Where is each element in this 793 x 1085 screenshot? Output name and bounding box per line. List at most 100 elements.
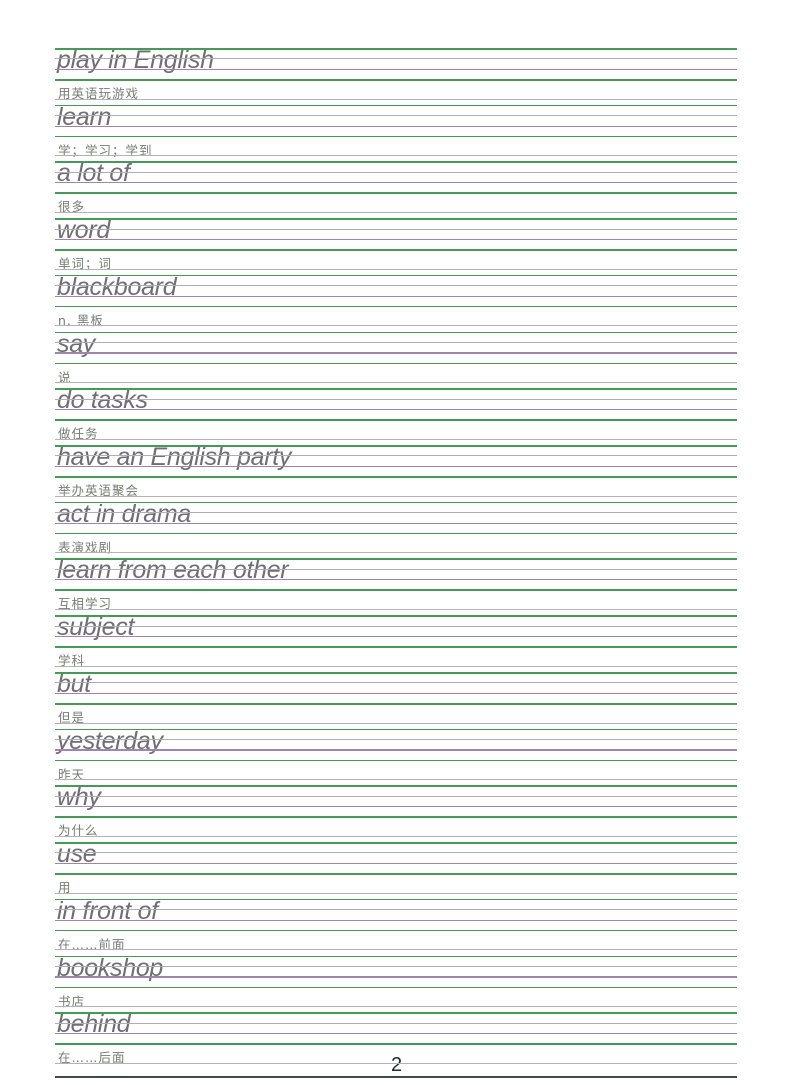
english-term: use [57,840,97,869]
english-term: act in drama [57,499,191,528]
guide-line-bottom [55,929,737,932]
guide-line-bottom [55,532,737,535]
english-term: word [57,216,110,245]
guide-line-top [55,671,737,674]
guide-line-top [55,842,737,844]
chinese-underline [55,1006,737,1008]
english-term: bookshop [57,953,164,982]
guide-line-top [55,388,737,390]
vocab-entry: a lot of 很多 [55,159,737,218]
chinese-underline [55,779,737,781]
vocab-entry: why 为什么 [55,783,737,842]
guide-line-bottom [55,79,737,81]
guide-line-bottom [55,419,737,421]
guide-line-xheight [55,1022,737,1024]
guide-line-baseline [55,692,737,694]
chinese-underline [55,495,737,497]
guide-line-bottom [55,702,737,705]
guide-line-xheight [55,682,737,684]
guide-line-top [55,785,737,787]
vocab-entry: play in English 用英语玩游戏 [55,46,737,105]
chinese-translation: 学科 [58,653,86,669]
guide-line-bottom [55,986,737,989]
chinese-underline [55,382,737,384]
guide-line-xheight [55,398,737,400]
guide-line-bottom [55,816,737,818]
chinese-underline [55,722,737,724]
english-term: say [57,329,96,358]
guide-line-xheight [55,115,737,117]
vocab-entry: subject 学科 [55,613,737,672]
vocab-entry: act in drama 表演戏剧 [55,499,737,559]
chinese-translation: 但是 [58,709,86,725]
english-term: play in English [57,46,214,74]
guide-line-bottom [55,305,737,308]
chinese-underline [55,835,737,837]
english-term: do tasks [57,386,148,415]
vocab-entry: do tasks 做任务 [55,386,737,445]
vocab-entry: use 用 [55,840,737,899]
english-term: blackboard [57,272,177,301]
vocab-entry: but 但是 [55,669,737,729]
guide-line-bottom [55,362,737,365]
english-term: in front of [57,896,158,925]
english-term: but [57,669,91,698]
guide-line-xheight [55,171,737,173]
guide-line-bottom [55,646,737,648]
guide-line-top [55,1012,737,1014]
chinese-underline [55,98,737,100]
guide-line-baseline [55,806,737,808]
chinese-underline [55,892,737,894]
page-bottom-border [55,1076,737,1079]
chinese-underline [55,325,737,327]
chinese-underline [55,949,737,951]
guide-line-xheight [55,795,737,797]
guide-line-baseline [55,238,737,241]
guide-line-baseline [55,182,737,184]
vocab-entry: learn from each other 互相学习 [55,556,737,615]
guide-line-top [55,104,737,107]
chinese-underline [55,438,737,440]
vocab-entry: learn 学；学习；学到 [55,102,737,162]
vocab-entry: word 单词；词 [55,216,737,275]
guide-line-baseline [55,862,737,865]
english-term: subject [57,613,135,642]
chinese-translation: 说 [58,369,72,385]
chinese-underline [55,155,737,157]
guide-line-top [55,331,737,334]
chinese-translation: 单词；词 [58,256,113,272]
chinese-translation: n. 黑板 [58,312,104,328]
guide-line-bottom [55,1043,737,1045]
vocab-entry: yesterday 昨天 [55,726,737,786]
guide-line-xheight [55,341,737,343]
english-term: have an English party [57,443,292,472]
guide-line-baseline [55,409,737,411]
guide-line-bottom [55,476,737,478]
english-term: learn [57,102,112,131]
english-term: yesterday [57,726,163,755]
guide-line-baseline [55,125,737,127]
page-number: 2 [390,1054,403,1076]
chinese-translation: 书店 [58,993,86,1009]
chinese-translation: 昨天 [58,766,86,782]
chinese-translation: 学；学习；学到 [58,142,153,158]
guide-line-baseline [55,1033,737,1035]
guide-line-baseline [55,635,737,638]
guide-line-bottom [55,192,737,195]
chinese-underline [55,609,737,611]
chinese-translation: 互相学习 [58,596,113,612]
chinese-translation: 在……前面 [58,936,126,952]
chinese-underline [55,212,737,214]
chinese-translation: 用英语玩游戏 [58,86,140,101]
english-term: a lot of [57,159,130,188]
chinese-translation: 在……后面 [58,1050,126,1066]
guide-line-top [55,218,737,220]
chinese-underline [55,552,737,554]
vocab-entry: say 说 [55,329,737,389]
chinese-translation: 表演戏剧 [58,539,113,555]
vocab-entry: in front of 在……前面 [55,896,737,956]
english-term: why [57,783,101,812]
chinese-underline [55,665,737,667]
chinese-translation: 举办英语聚会 [58,483,140,499]
